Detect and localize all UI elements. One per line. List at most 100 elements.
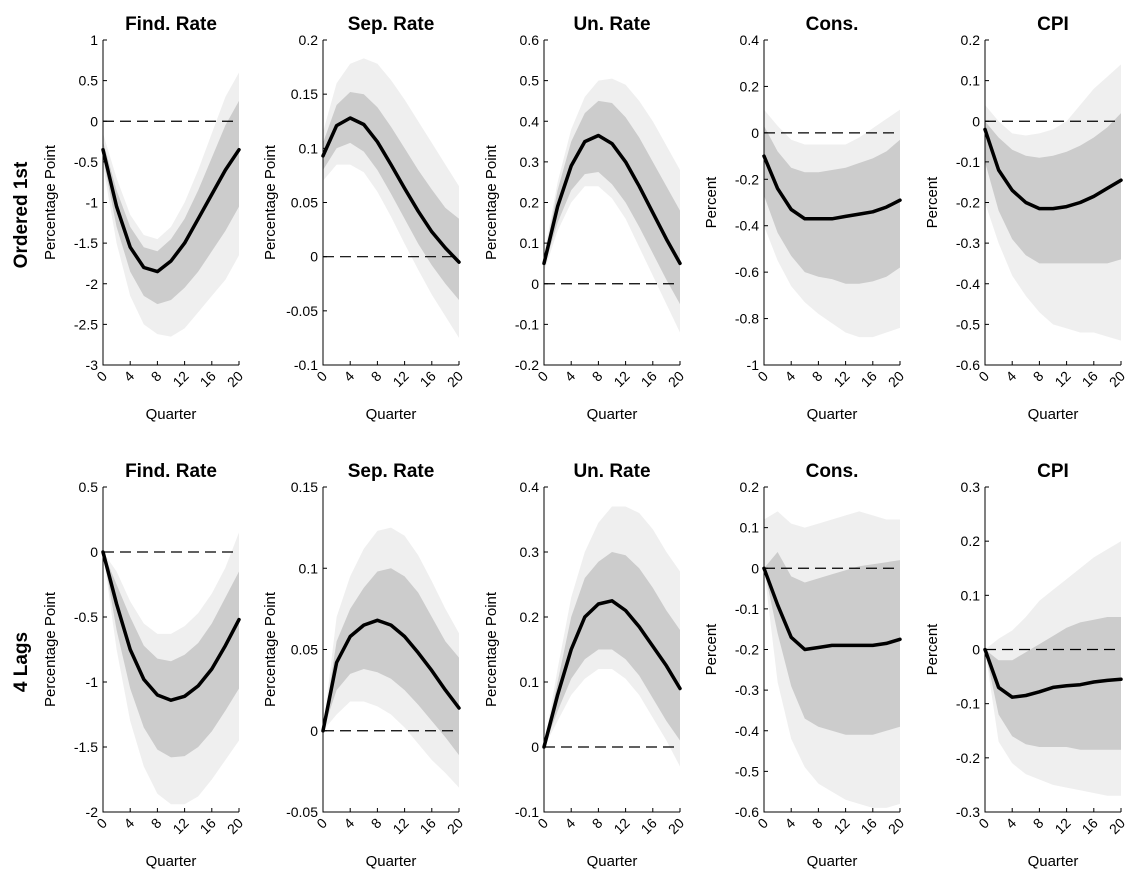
x-axis-label: Quarter [1028, 853, 1079, 870]
y-tick-label: 0.2 [740, 479, 760, 495]
y-tick-label: -0.4 [735, 218, 759, 234]
y-tick-label: 0 [90, 113, 98, 129]
x-tick-label: 4 [781, 815, 798, 832]
median-line [983, 127, 1123, 211]
x-tick-label: 8 [1030, 815, 1047, 832]
panel-title: Cons. [806, 14, 859, 35]
median-line [542, 599, 682, 749]
y-tick-label: 0.5 [79, 479, 99, 495]
x-tick-label: 16 [858, 815, 880, 837]
y-tick-label: 0.1 [520, 235, 540, 251]
y-tick-label: 0.15 [291, 479, 318, 495]
y-tick-label: -0.2 [735, 171, 759, 187]
y-tick-label: 0 [310, 723, 318, 739]
median-line [983, 647, 1123, 699]
x-tick-label: 4 [120, 815, 137, 832]
y-tick-label: -0.6 [956, 357, 980, 373]
x-tick-label: 8 [1030, 368, 1047, 385]
median-line [762, 566, 902, 652]
x-tick-label: 20 [665, 815, 687, 837]
y-tick-label: 0.2 [961, 32, 981, 48]
panel-0-4: -0.6-0.5-0.4-0.3-0.2-0.100.10.20 4 8 12 16 20… [924, 14, 1128, 423]
x-tick-label: 0 [975, 815, 992, 832]
panel-title: CPI [1037, 14, 1069, 35]
x-tick-label: 4 [561, 368, 578, 385]
y-tick-label: 1 [90, 32, 98, 48]
x-tick-label: 20 [885, 368, 907, 390]
y-tick-label: 0.1 [961, 73, 981, 89]
y-tick-label: -2.5 [74, 316, 98, 332]
panel-title: CPI [1037, 461, 1069, 482]
panel-title: Un. Rate [573, 14, 650, 35]
y-axis-label: Percentage Point [42, 591, 59, 707]
band-68 [764, 125, 900, 284]
y-tick-label: 0.5 [79, 73, 99, 89]
x-axis-label: Quarter [366, 406, 417, 423]
x-tick-label: 0 [534, 815, 551, 832]
panel-0-2: -0.2-0.100.10.20.30.40.50.60 4 8 12 16 20Un. … [483, 14, 687, 423]
x-tick-label: 4 [561, 815, 578, 832]
x-axis-label: Quarter [587, 853, 638, 870]
x-tick-label: 12 [389, 368, 411, 390]
y-tick-label: -0.1 [735, 601, 759, 617]
y-tick-label: -0.8 [735, 311, 759, 327]
panel-1-3: -0.6-0.5-0.4-0.3-0.2-0.100.10.20 4 8 12 16 20… [703, 461, 907, 870]
x-tick-label: 8 [148, 815, 165, 832]
x-tick-label: 0 [534, 368, 551, 385]
x-tick-label: 8 [148, 368, 165, 385]
y-axis-label: Percentage Point [42, 144, 59, 260]
y-tick-label: -0.5 [74, 609, 98, 625]
y-tick-label: -1.5 [74, 739, 98, 755]
x-tick-label: 16 [858, 368, 880, 390]
y-tick-label: 0.05 [291, 642, 318, 658]
y-tick-label: -3 [86, 357, 99, 373]
y-tick-label: -0.2 [515, 357, 539, 373]
y-tick-label: -0.6 [735, 804, 759, 820]
y-tick-label: 0.1 [740, 520, 760, 536]
x-tick-label: 8 [809, 368, 826, 385]
y-tick-label: 0.05 [291, 195, 318, 211]
x-axis-label: Quarter [146, 406, 197, 423]
y-tick-label: 0 [531, 739, 539, 755]
band-68 [103, 552, 239, 758]
y-tick-label: 0 [751, 560, 759, 576]
band-68 [764, 552, 900, 735]
y-tick-label: 0.2 [961, 533, 981, 549]
y-tick-label: -0.4 [956, 276, 980, 292]
x-tick-label: 16 [197, 368, 219, 390]
y-tick-label: -0.1 [956, 154, 980, 170]
x-tick-label: 12 [1051, 368, 1073, 390]
y-tick-label: -0.05 [286, 303, 318, 319]
x-tick-label: 20 [444, 815, 466, 837]
y-tick-label: 0.4 [520, 479, 540, 495]
y-tick-label: 0.4 [740, 32, 760, 48]
x-tick-label: 0 [975, 368, 992, 385]
x-tick-label: 20 [885, 815, 907, 837]
y-tick-label: -0.5 [956, 316, 980, 332]
x-tick-label: 16 [417, 368, 439, 390]
y-axis-label: Percent [703, 623, 720, 676]
x-tick-label: 0 [754, 815, 771, 832]
panel-1-4: -0.3-0.2-0.100.10.20.30 4 8 12 16 20CPIQuarte… [924, 461, 1128, 870]
x-tick-label: 12 [389, 815, 411, 837]
x-tick-label: 20 [665, 368, 687, 390]
y-tick-label: -0.1 [515, 804, 539, 820]
x-axis-label: Quarter [366, 853, 417, 870]
y-tick-label: 0 [310, 249, 318, 265]
y-tick-label: -0.05 [286, 804, 318, 820]
y-axis-label: Percentage Point [483, 144, 500, 260]
x-tick-label: 16 [638, 368, 660, 390]
median-line [321, 618, 461, 733]
x-tick-label: 0 [93, 815, 110, 832]
x-tick-label: 8 [809, 815, 826, 832]
median-line [101, 147, 241, 274]
median-line [542, 133, 682, 266]
band-68 [544, 552, 680, 747]
y-axis-label: Percent [924, 176, 941, 229]
x-tick-label: 0 [754, 368, 771, 385]
x-tick-label: 8 [368, 368, 385, 385]
